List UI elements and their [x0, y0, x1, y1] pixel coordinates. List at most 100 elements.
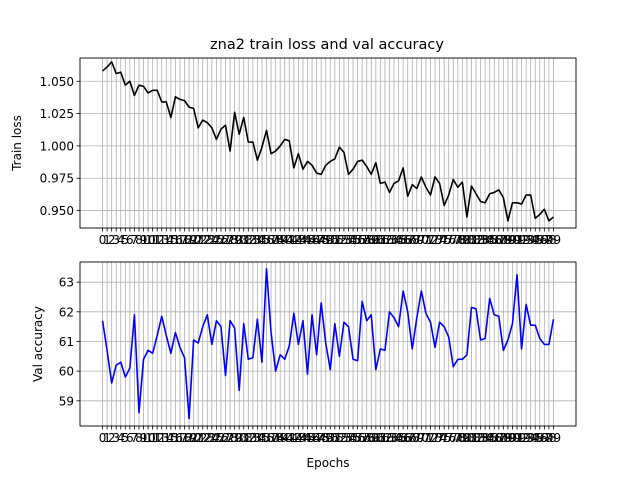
val-accuracy-xtick-label: 61: [373, 431, 388, 445]
val-accuracy-xtick-label: 19: [181, 431, 196, 445]
train-loss-ylabel: Train loss: [10, 115, 24, 172]
val-accuracy-xtick-label: 79: [455, 431, 470, 445]
val-accuracy-xtick-label: 46: [304, 431, 319, 445]
val-accuracy-xtick-label: 14: [159, 431, 174, 445]
val-accuracy-xtick-label: 0: [99, 431, 107, 445]
val-accuracy-xtick-label: 53: [336, 431, 351, 445]
val-accuracy-xtick-label: 55: [345, 431, 360, 445]
val-accuracy-xtick-label: 90: [505, 431, 520, 445]
val-accuracy-series-line: [101, 268, 555, 420]
train-loss-xtick-label: 69: [409, 233, 424, 247]
val-accuracy-xtick-label: 28: [222, 431, 237, 445]
train-loss-xtick-label: 79: [455, 233, 470, 247]
train-loss-xtick-label: 57: [355, 233, 370, 247]
train-loss-xtick-label: 16: [168, 233, 183, 247]
val-accuracy-xtick-label: 65: [391, 431, 406, 445]
train-loss-ticks: 0123456789101112131415161718192021222324…: [40, 75, 561, 247]
val-accuracy-xtick-label: 32: [241, 431, 256, 445]
train-loss-xtick-label: 19: [181, 233, 196, 247]
train-loss-xtick-label: 89: [500, 233, 515, 247]
train-loss-xtick-label: 22: [195, 233, 210, 247]
train-loss-xtick-label: 14: [159, 233, 174, 247]
train-loss-xtick-label: 10: [140, 233, 155, 247]
train-loss-xtick-label: 33: [245, 233, 260, 247]
train-loss-xtick-label: 67: [400, 233, 415, 247]
val-accuracy-xtick-label: 63: [382, 431, 397, 445]
train-loss-xtick-label: 50: [323, 233, 338, 247]
train-loss-xtick-label: 7: [131, 233, 139, 247]
train-loss-xtick-label: 52: [332, 233, 347, 247]
val-accuracy-xtick-label: 57: [355, 431, 370, 445]
train-loss-xtick-label: 80: [459, 233, 474, 247]
train-loss-xtick-label: 95: [528, 233, 543, 247]
val-accuracy-xtick-label: 12: [150, 431, 165, 445]
train-loss-xtick-label: 9: [140, 233, 148, 247]
train-loss-xtick-label: 36: [259, 233, 274, 247]
val-accuracy-xtick-label: 58: [359, 431, 374, 445]
val-accuracy-xtick-label: 37: [263, 431, 278, 445]
val-accuracy-xtick-label: 2: [108, 431, 116, 445]
train-loss-subplot: 0123456789101112131415161718192021222324…: [10, 57, 577, 247]
val-accuracy-ytick-label: 59: [59, 394, 74, 408]
val-accuracy-xtick-label: 69: [409, 431, 424, 445]
train-loss-xtick-label: 46: [304, 233, 319, 247]
val-accuracy-xtick-label: 21: [191, 431, 206, 445]
val-accuracy-xtick-label: 87: [491, 431, 506, 445]
train-loss-xtick-label: 2: [108, 233, 116, 247]
val-accuracy-xtick-label: 80: [459, 431, 474, 445]
val-accuracy-xtick-label: 8: [135, 431, 143, 445]
train-loss-xtick-label: 55: [345, 233, 360, 247]
val-accuracy-xtick-label: 29: [227, 431, 242, 445]
train-loss-xtick-label: 0: [99, 233, 107, 247]
val-accuracy-xtick-label: 83: [473, 431, 488, 445]
val-accuracy-xtick-label: 44: [295, 431, 310, 445]
val-accuracy-xtick-label: 60: [368, 431, 383, 445]
val-accuracy-xlabel: Epochs: [307, 456, 350, 470]
val-accuracy-xtick-label: 95: [528, 431, 543, 445]
train-loss-xtick-label: 84: [477, 233, 492, 247]
chart-title: zna2 train loss and val accuracy: [210, 37, 444, 53]
val-accuracy-xtick-label: 81: [464, 431, 479, 445]
val-accuracy-xtick-label: 15: [163, 431, 178, 445]
val-accuracy-ytick-label: 63: [59, 276, 74, 290]
val-accuracy-xtick-label: 52: [332, 431, 347, 445]
val-accuracy-xtick-label: 96: [532, 431, 547, 445]
val-accuracy-xtick-label: 99: [546, 431, 561, 445]
train-loss-xtick-label: 13: [154, 233, 169, 247]
train-loss-xtick-label: 94: [523, 233, 538, 247]
val-accuracy-xtick-label: 62: [377, 431, 392, 445]
val-accuracy-ytick-label: 60: [59, 365, 74, 379]
val-accuracy-xtick-label: 48: [314, 431, 329, 445]
train-loss-xtick-label: 5: [121, 233, 129, 247]
val-accuracy-xtick-label: 41: [282, 431, 297, 445]
val-accuracy-xtick-label: 84: [477, 431, 492, 445]
train-loss-xtick-label: 18: [177, 233, 192, 247]
val-accuracy-ylabel: Val accuracy: [31, 306, 45, 382]
val-accuracy-xtick-label: 1: [103, 431, 111, 445]
val-accuracy-axes-frame: [79, 261, 577, 427]
train-loss-xtick-label: 88: [496, 233, 511, 247]
val-accuracy-xtick-label: 25: [209, 431, 224, 445]
val-accuracy-xtick-label: 59: [364, 431, 379, 445]
val-accuracy-xtick-label: 68: [405, 431, 420, 445]
val-accuracy-xtick-label: 3: [112, 431, 120, 445]
val-accuracy-xtick-label: 64: [386, 431, 401, 445]
val-accuracy-xtick-label: 74: [432, 431, 447, 445]
val-accuracy-xtick-label: 97: [537, 431, 552, 445]
train-loss-xtick-label: 27: [218, 233, 233, 247]
train-loss-xtick-label: 44: [295, 233, 310, 247]
val-accuracy-ticks: 0123456789101112131415161718192021222324…: [59, 276, 561, 445]
val-accuracy-xtick-label: 20: [186, 431, 201, 445]
val-accuracy-xtick-label: 49: [318, 431, 333, 445]
val-accuracy-xtick-label: 27: [218, 431, 233, 445]
train-loss-xtick-label: 56: [350, 233, 365, 247]
train-loss-xtick-label: 99: [546, 233, 561, 247]
val-accuracy-xtick-label: 45: [300, 431, 315, 445]
train-loss-xtick-label: 76: [441, 233, 456, 247]
train-loss-xtick-label: 62: [377, 233, 392, 247]
val-accuracy-xtick-label: 36: [259, 431, 274, 445]
train-loss-xtick-label: 1: [103, 233, 111, 247]
train-loss-xtick-label: 31: [236, 233, 251, 247]
train-loss-xtick-label: 11: [145, 233, 160, 247]
